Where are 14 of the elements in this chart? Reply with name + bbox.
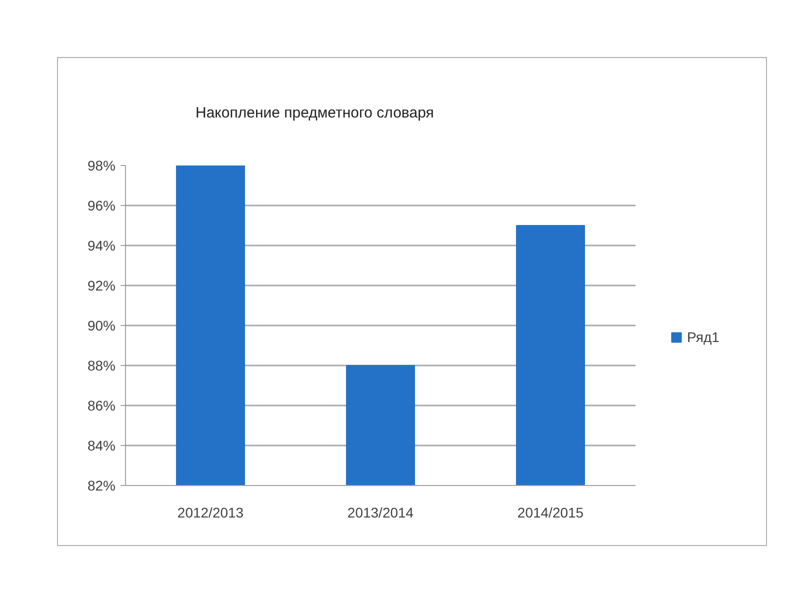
y-tick-label: 86% xyxy=(87,398,116,414)
legend-label: Ряд1 xyxy=(687,329,720,345)
y-tick-label: 90% xyxy=(87,318,116,334)
y-tick-label: 94% xyxy=(87,238,116,254)
x-tick-label: 2012/2013 xyxy=(177,504,244,520)
y-tick-label: 96% xyxy=(87,198,116,214)
chart-title: Накопление предметного словаря xyxy=(196,104,434,122)
y-tick-label: 98% xyxy=(87,158,116,174)
x-tick-label: 2013/2014 xyxy=(347,504,414,520)
y-tick-label: 84% xyxy=(87,438,116,454)
y-tick-label: 88% xyxy=(87,358,116,374)
x-tick-label: 2014/2015 xyxy=(517,504,584,520)
y-tick-label: 82% xyxy=(87,478,116,494)
y-tick-label: 92% xyxy=(87,278,116,294)
